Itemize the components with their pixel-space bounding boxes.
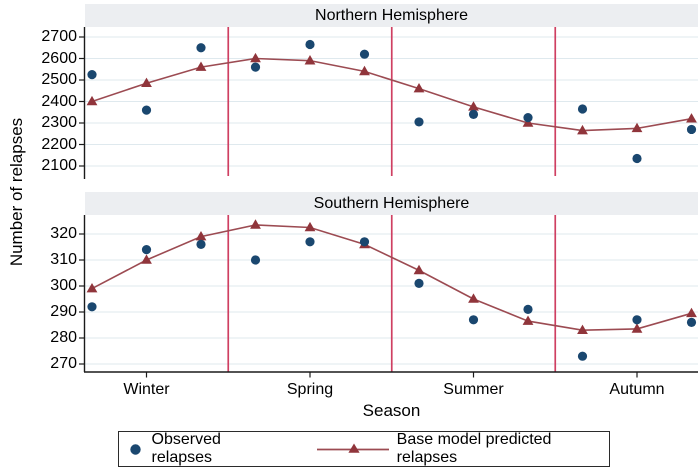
predicted-marker <box>577 324 588 334</box>
legend-item-observed: Observed relapses <box>129 431 281 467</box>
observed-marker <box>523 304 533 314</box>
predicted-marker <box>141 77 152 88</box>
observed-marker <box>686 317 697 327</box>
predicted-marker <box>304 221 316 232</box>
panel-header-southern: Southern Hemisphere <box>85 192 698 215</box>
season-label: Summer <box>443 381 504 398</box>
y-tick-label: 2600 <box>41 49 77 67</box>
observed-marker <box>250 62 261 72</box>
observed-marker <box>87 70 97 80</box>
observed-marker <box>305 237 315 247</box>
y-tick-label: 2500 <box>41 71 77 88</box>
observed-marker <box>359 237 370 247</box>
legend-item-predicted: Base model predicted relapses <box>317 431 609 467</box>
predicted-marker <box>468 101 479 111</box>
predicted-marker <box>686 113 697 123</box>
observed-marker <box>305 39 315 50</box>
legend: Observed relapses Base model predicted r… <box>118 431 610 467</box>
predicted-marker <box>195 231 207 241</box>
observed-marker <box>414 278 424 288</box>
observed-marker <box>577 351 588 361</box>
predicted-line <box>91 224 692 332</box>
observed-marker <box>632 315 642 325</box>
x-axis-title: Season <box>362 401 421 420</box>
y-tick-label: 320 <box>50 225 77 242</box>
predicted-line <box>91 57 692 132</box>
observed-marker <box>468 315 479 325</box>
predicted-marker <box>631 323 643 333</box>
predicted-marker <box>250 52 261 63</box>
observed-marker <box>250 255 261 265</box>
y-tick-label: 290 <box>50 303 77 320</box>
predicted-marker <box>141 254 152 264</box>
observed-marker <box>632 153 642 164</box>
predicted-marker <box>577 124 588 135</box>
predicted-marker <box>468 293 479 303</box>
observed-marker <box>87 302 97 312</box>
observed-marker <box>468 109 479 119</box>
y-tick-label: 270 <box>50 355 77 372</box>
y-tick-label: 2700 <box>41 28 77 45</box>
predicted-marker <box>86 95 98 106</box>
y-tick-label: 2200 <box>41 135 77 153</box>
predicted-marker <box>250 219 261 229</box>
panel-header-northern: Northern Hemisphere <box>85 4 698 27</box>
season-label: Spring <box>286 381 334 398</box>
observed-marker <box>196 239 206 249</box>
predicted-marker <box>686 307 697 318</box>
observed-marker <box>577 104 588 114</box>
observed-marker <box>686 124 697 135</box>
observed-circle-icon <box>130 443 141 455</box>
observed-marker <box>141 105 152 115</box>
season-label: Winter <box>123 381 170 398</box>
observed-marker <box>141 245 152 255</box>
y-tick-label: 280 <box>50 329 77 346</box>
predicted-marker <box>522 315 534 325</box>
observed-marker <box>414 117 424 127</box>
predicted-line-icon <box>317 443 389 453</box>
legend-label-predicted: Base model predicted relapses <box>396 431 552 466</box>
y-tick-label: 2300 <box>41 114 77 131</box>
observed-marker <box>359 49 370 59</box>
panel-title-northern: Northern Hemisphere <box>315 6 468 24</box>
predicted-marker <box>631 122 643 133</box>
observed-marker <box>523 113 533 123</box>
predicted-marker <box>359 65 370 76</box>
predicted-marker <box>195 61 207 71</box>
y-tick-label: 2100 <box>41 157 77 174</box>
season-label: Autumn <box>609 381 665 398</box>
observed-marker <box>196 43 206 53</box>
y-tick-label: 310 <box>50 251 77 268</box>
predicted-marker <box>413 264 425 275</box>
predicted-marker <box>86 283 98 293</box>
predicted-marker <box>413 83 425 93</box>
y-tick-label: 300 <box>50 277 77 294</box>
legend-label-observed: Observed relapses <box>151 431 221 466</box>
panel-title-southern: Southern Hemisphere <box>313 194 470 212</box>
predicted-marker <box>304 55 316 65</box>
y-tick-label: 2400 <box>41 92 77 110</box>
